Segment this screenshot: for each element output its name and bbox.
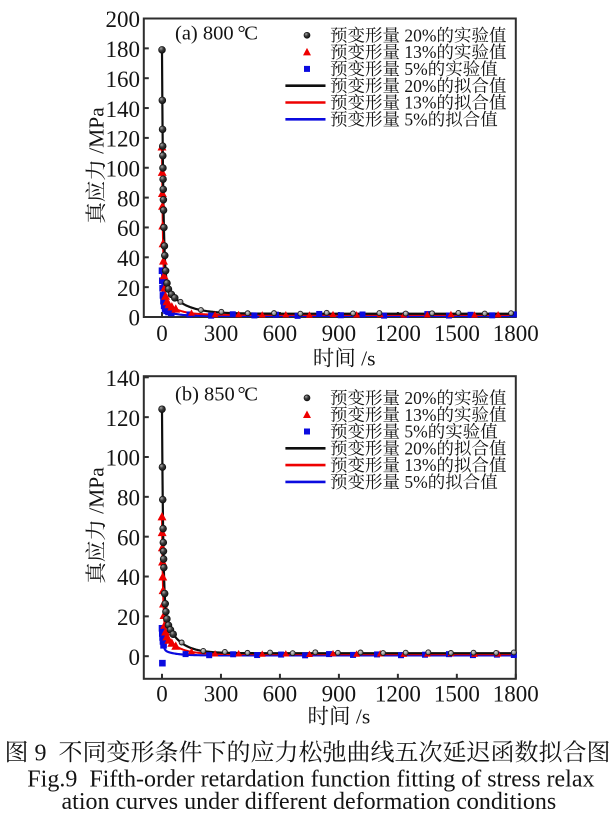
svg-text:80: 80: [117, 186, 140, 211]
svg-text:20%: 20%: [400, 76, 436, 96]
svg-text:40: 40: [117, 565, 140, 590]
svg-text:300: 300: [204, 682, 239, 707]
svg-text:900: 900: [322, 682, 357, 707]
svg-text:ation curves under different d: ation curves under different deformation…: [62, 789, 557, 815]
svg-text:/s: /s: [351, 705, 371, 729]
svg-text:13%: 13%: [400, 93, 436, 113]
svg-text:9: 9: [29, 741, 59, 767]
svg-text:20%: 20%: [400, 438, 436, 458]
svg-text:0: 0: [129, 645, 141, 670]
svg-text:1800: 1800: [493, 321, 539, 346]
svg-text:180: 180: [106, 37, 141, 62]
svg-text:140: 140: [106, 97, 141, 122]
svg-text:/MPa: /MPa: [85, 107, 109, 159]
svg-text:140: 140: [106, 366, 141, 391]
svg-text:(b) 850: (b) 850: [175, 384, 240, 406]
svg-text:40: 40: [117, 246, 140, 271]
svg-text:13%: 13%: [400, 455, 436, 475]
svg-text:0: 0: [129, 306, 141, 331]
svg-text:13%: 13%: [400, 42, 436, 62]
svg-text:5%: 5%: [400, 472, 428, 492]
svg-text:0: 0: [156, 321, 168, 346]
svg-text:120: 120: [106, 127, 141, 152]
svg-text:100: 100: [106, 156, 141, 181]
svg-text:1500: 1500: [434, 682, 480, 707]
svg-text:160: 160: [106, 67, 141, 92]
svg-text:(a) 800: (a) 800: [175, 23, 239, 45]
svg-text:300: 300: [204, 321, 239, 346]
svg-text:60: 60: [117, 525, 140, 550]
svg-text:5%: 5%: [400, 422, 428, 442]
svg-text:5%: 5%: [400, 109, 428, 129]
svg-text:5%: 5%: [400, 59, 428, 79]
svg-text:600: 600: [263, 682, 298, 707]
svg-text:13%: 13%: [400, 405, 436, 425]
svg-text:°C: °C: [238, 23, 258, 45]
svg-text:20%: 20%: [400, 25, 436, 45]
svg-text:1500: 1500: [434, 321, 480, 346]
svg-text:600: 600: [263, 321, 298, 346]
svg-text:1800: 1800: [493, 682, 539, 707]
svg-text:1200: 1200: [375, 682, 421, 707]
svg-text:/MPa: /MPa: [85, 467, 109, 519]
svg-text:Fig.9 Fifth-order retardation: Fig.9 Fifth-order retardation function f…: [27, 767, 594, 793]
svg-text:20%: 20%: [400, 388, 436, 408]
svg-text:120: 120: [106, 406, 141, 431]
svg-text:80: 80: [117, 486, 140, 511]
svg-text:°C: °C: [238, 384, 258, 406]
svg-text:60: 60: [117, 216, 140, 241]
svg-text:/s: /s: [356, 347, 376, 371]
svg-text:20: 20: [117, 605, 140, 630]
svg-text:900: 900: [322, 321, 357, 346]
svg-text:1200: 1200: [375, 321, 421, 346]
svg-text:100: 100: [106, 446, 141, 471]
svg-text:0: 0: [156, 682, 168, 707]
svg-text:200: 200: [106, 7, 141, 32]
svg-text:20: 20: [117, 276, 140, 301]
